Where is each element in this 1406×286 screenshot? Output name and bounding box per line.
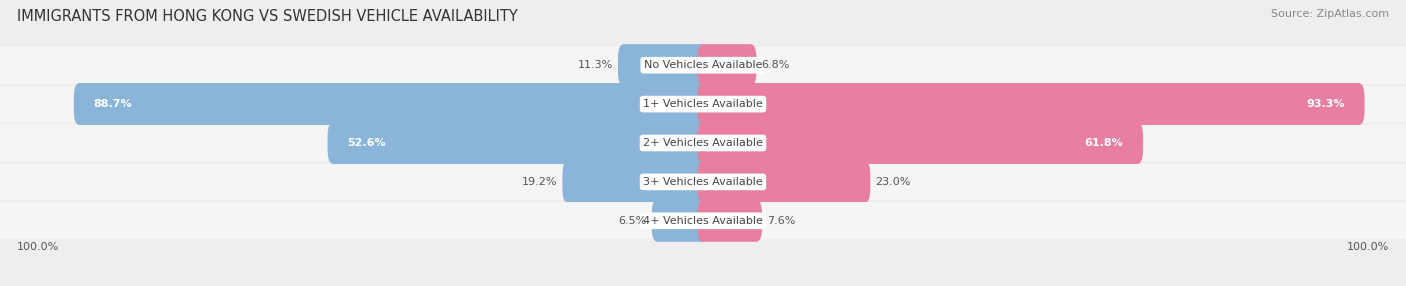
Text: 3+ Vehicles Available: 3+ Vehicles Available (643, 177, 763, 187)
Text: 11.3%: 11.3% (578, 60, 613, 70)
FancyBboxPatch shape (697, 161, 870, 203)
Legend: Immigrants from Hong Kong, Swedish: Immigrants from Hong Kong, Swedish (569, 257, 837, 270)
Text: 100.0%: 100.0% (1347, 242, 1389, 252)
Text: 23.0%: 23.0% (875, 177, 911, 187)
Text: 19.2%: 19.2% (522, 177, 558, 187)
FancyBboxPatch shape (328, 122, 709, 164)
Text: No Vehicles Available: No Vehicles Available (644, 60, 762, 70)
FancyBboxPatch shape (697, 44, 756, 86)
Text: 88.7%: 88.7% (93, 99, 132, 109)
FancyBboxPatch shape (73, 83, 709, 125)
Text: 6.5%: 6.5% (619, 216, 647, 226)
FancyBboxPatch shape (652, 200, 709, 242)
FancyBboxPatch shape (697, 200, 762, 242)
Text: Source: ZipAtlas.com: Source: ZipAtlas.com (1271, 9, 1389, 19)
Text: 52.6%: 52.6% (347, 138, 385, 148)
FancyBboxPatch shape (562, 161, 709, 203)
Text: 1+ Vehicles Available: 1+ Vehicles Available (643, 99, 763, 109)
Text: 93.3%: 93.3% (1306, 99, 1344, 109)
Text: 100.0%: 100.0% (17, 242, 59, 252)
FancyBboxPatch shape (697, 83, 1365, 125)
Text: 61.8%: 61.8% (1084, 138, 1123, 148)
Text: 4+ Vehicles Available: 4+ Vehicles Available (643, 216, 763, 226)
Text: IMMIGRANTS FROM HONG KONG VS SWEDISH VEHICLE AVAILABILITY: IMMIGRANTS FROM HONG KONG VS SWEDISH VEH… (17, 9, 517, 23)
Text: 7.6%: 7.6% (768, 216, 796, 226)
Text: 2+ Vehicles Available: 2+ Vehicles Available (643, 138, 763, 148)
Text: 6.8%: 6.8% (762, 60, 790, 70)
FancyBboxPatch shape (697, 122, 1143, 164)
FancyBboxPatch shape (619, 44, 709, 86)
